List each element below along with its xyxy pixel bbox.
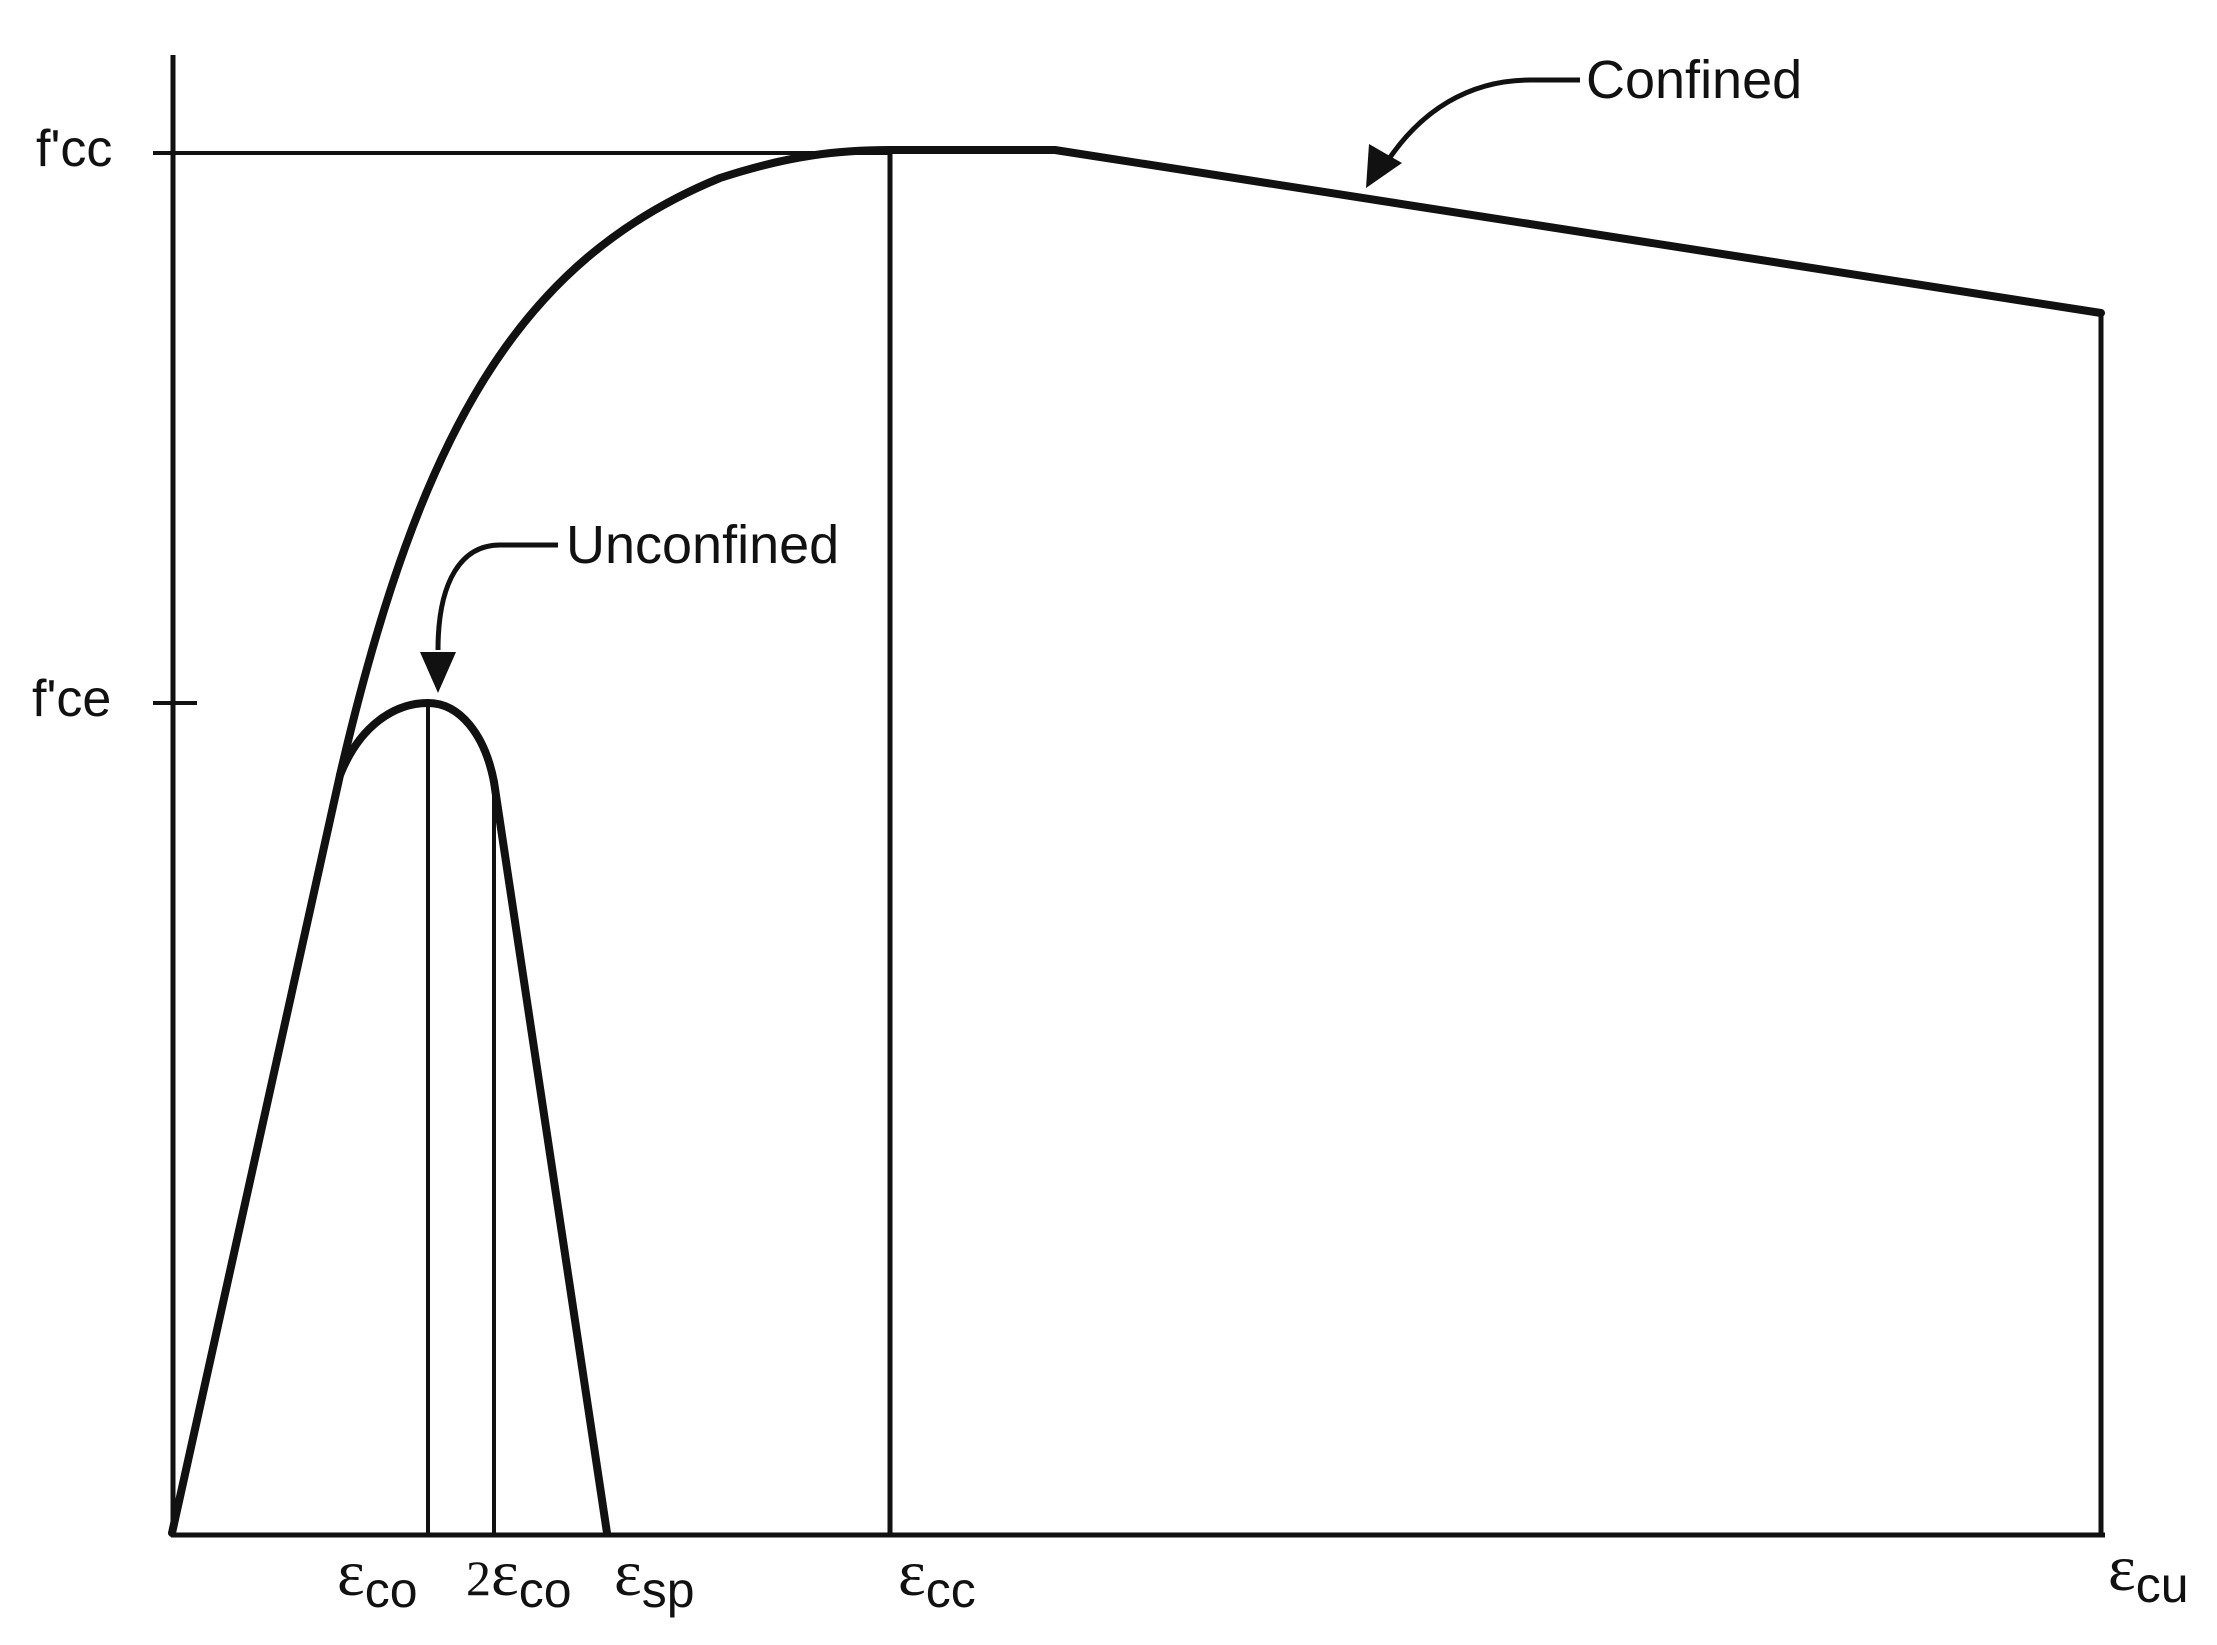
eps-sp-label: εsp bbox=[614, 1537, 695, 1618]
unconfined-leader bbox=[435, 542, 558, 651]
unconfined-label: Unconfined bbox=[566, 515, 839, 575]
fcc-label: f'cc bbox=[36, 120, 112, 178]
confined-leader bbox=[1382, 77, 1580, 167]
unconfined-arrowhead bbox=[420, 652, 456, 693]
confined-curve bbox=[168, 146, 2105, 1537]
two-eps-co-label: 2εco bbox=[466, 1537, 572, 1618]
fce-label: f'ce bbox=[32, 670, 111, 728]
confined-label: Confined bbox=[1586, 50, 1802, 110]
eps-cc-label: εcc bbox=[898, 1537, 976, 1618]
eps-cu-label: εcu bbox=[2108, 1532, 2189, 1613]
eps-co-label: εco bbox=[337, 1537, 418, 1618]
confined-arrowhead bbox=[1366, 144, 1402, 188]
unconfined-curve bbox=[336, 699, 611, 1537]
